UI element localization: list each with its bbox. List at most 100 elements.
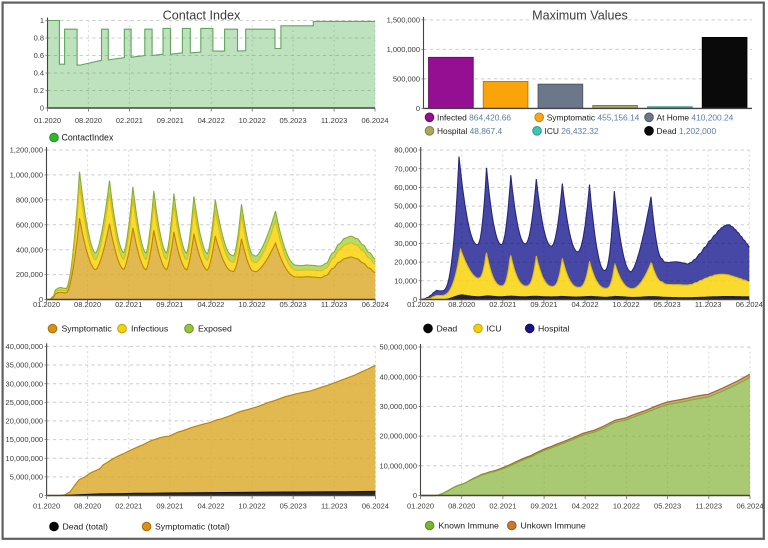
svg-text:0.6: 0.6 (34, 51, 44, 60)
svg-text:08.2020: 08.2020 (74, 502, 101, 511)
svg-text:Contact Index: Contact Index (163, 9, 241, 23)
svg-text:15,000,000: 15,000,000 (6, 435, 44, 444)
svg-text:01.2020: 01.2020 (407, 300, 434, 309)
svg-text:04.2022: 04.2022 (571, 300, 598, 309)
svg-text:05.2023: 05.2023 (654, 502, 681, 511)
svg-text:01.2020: 01.2020 (34, 116, 61, 125)
svg-text:0: 0 (40, 104, 44, 113)
svg-text:20,000: 20,000 (394, 258, 417, 267)
svg-text:0.4: 0.4 (34, 69, 44, 78)
svg-text:0.8: 0.8 (34, 34, 44, 43)
svg-text:06.2024: 06.2024 (736, 502, 763, 511)
svg-text:400,000: 400,000 (16, 245, 43, 254)
svg-text:20,000,000: 20,000,000 (379, 432, 417, 441)
svg-text:09.2021: 09.2021 (530, 300, 557, 309)
svg-text:10.2022: 10.2022 (239, 502, 266, 511)
svg-text:0: 0 (39, 295, 43, 304)
svg-text:09.2021: 09.2021 (156, 502, 183, 511)
svg-text:0.2: 0.2 (34, 86, 44, 95)
svg-text:02.2021: 02.2021 (489, 300, 516, 309)
svg-text:5,000,000: 5,000,000 (10, 473, 43, 482)
svg-text:08.2020: 08.2020 (448, 300, 475, 309)
svg-text:Unkown Immune: Unkown Immune (521, 521, 586, 531)
svg-text:1,200,000: 1,200,000 (10, 146, 43, 155)
svg-text:02.2021: 02.2021 (115, 300, 142, 309)
svg-text:1: 1 (40, 16, 44, 25)
svg-text:35,000,000: 35,000,000 (6, 361, 44, 370)
svg-text:02.2021: 02.2021 (489, 502, 516, 511)
svg-text:Symptomatic: Symptomatic (62, 324, 113, 334)
svg-text:40,000,000: 40,000,000 (379, 372, 417, 381)
svg-text:ICU 26,432.32: ICU 26,432.32 (545, 126, 599, 136)
svg-text:10.2022: 10.2022 (238, 300, 265, 309)
svg-text:04.2022: 04.2022 (197, 502, 224, 511)
svg-text:05.2023: 05.2023 (280, 300, 307, 309)
svg-text:Symptomatic (total): Symptomatic (total) (155, 522, 230, 532)
svg-text:At Home 410,200.24: At Home 410,200.24 (657, 112, 734, 122)
svg-text:60,000: 60,000 (394, 183, 417, 192)
svg-text:11.2023: 11.2023 (321, 502, 348, 511)
svg-text:Dead: Dead (437, 324, 458, 334)
svg-text:08.2020: 08.2020 (448, 502, 475, 511)
svg-text:10.2022: 10.2022 (613, 300, 640, 309)
svg-text:09.2021: 09.2021 (156, 300, 183, 309)
svg-text:06.2024: 06.2024 (362, 502, 389, 511)
svg-text:ContactIndex: ContactIndex (62, 133, 114, 143)
svg-text:01.2020: 01.2020 (33, 300, 60, 309)
svg-text:Maximum Values: Maximum Values (532, 9, 628, 23)
svg-text:0: 0 (413, 295, 417, 304)
svg-text:70,000: 70,000 (394, 164, 417, 173)
svg-text:Infected 864,420.66: Infected 864,420.66 (437, 112, 511, 122)
svg-text:Symptomatic 455,156.14: Symptomatic 455,156.14 (547, 112, 640, 122)
svg-text:1,500,000: 1,500,000 (387, 16, 420, 25)
svg-text:01.2020: 01.2020 (33, 502, 60, 511)
svg-text:1,000,000: 1,000,000 (10, 171, 43, 180)
svg-text:05.2023: 05.2023 (280, 502, 307, 511)
svg-text:Hospital: Hospital (538, 324, 569, 334)
svg-text:0: 0 (413, 491, 417, 500)
svg-text:40,000: 40,000 (394, 220, 417, 229)
svg-text:Exposed: Exposed (198, 324, 232, 334)
svg-text:Infectious: Infectious (131, 324, 169, 334)
svg-text:30,000,000: 30,000,000 (6, 379, 44, 388)
svg-text:10,000,000: 10,000,000 (379, 461, 417, 470)
svg-text:08.2020: 08.2020 (74, 300, 101, 309)
svg-text:10,000,000: 10,000,000 (6, 454, 44, 463)
svg-text:1,000,000: 1,000,000 (387, 45, 420, 54)
svg-text:Dead 1,202,000: Dead 1,202,000 (657, 126, 717, 136)
svg-text:30,000: 30,000 (394, 239, 417, 248)
svg-text:06.2024: 06.2024 (361, 116, 388, 125)
svg-text:11.2023: 11.2023 (695, 300, 722, 309)
svg-text:50,000,000: 50,000,000 (379, 343, 417, 352)
svg-text:ICU: ICU (487, 324, 502, 334)
svg-text:04.2022: 04.2022 (198, 116, 225, 125)
svg-text:200,000: 200,000 (16, 270, 43, 279)
svg-text:11.2023: 11.2023 (696, 502, 723, 511)
svg-text:09.2021: 09.2021 (531, 502, 558, 511)
svg-text:10,000: 10,000 (394, 276, 417, 285)
svg-text:02.2021: 02.2021 (115, 502, 142, 511)
svg-text:Known Immune: Known Immune (439, 521, 500, 531)
svg-text:Dead (total): Dead (total) (63, 522, 108, 532)
svg-text:02.2021: 02.2021 (116, 116, 143, 125)
svg-text:800,000: 800,000 (16, 195, 43, 204)
svg-text:Hospital 48,867.4: Hospital 48,867.4 (437, 126, 503, 136)
svg-text:01.2020: 01.2020 (407, 502, 434, 511)
svg-text:11.2023: 11.2023 (321, 300, 348, 309)
svg-text:10.2022: 10.2022 (613, 502, 640, 511)
svg-text:11.2023: 11.2023 (321, 116, 348, 125)
svg-text:04.2022: 04.2022 (197, 300, 224, 309)
svg-text:08.2020: 08.2020 (75, 116, 102, 125)
svg-text:80,000: 80,000 (394, 146, 417, 155)
svg-text:05.2023: 05.2023 (654, 300, 681, 309)
svg-text:40,000,000: 40,000,000 (6, 342, 44, 351)
svg-text:06.2024: 06.2024 (362, 300, 389, 309)
svg-text:500,000: 500,000 (393, 75, 420, 84)
svg-text:50,000: 50,000 (394, 202, 417, 211)
svg-text:06.2024: 06.2024 (736, 300, 763, 309)
svg-text:04.2022: 04.2022 (572, 502, 599, 511)
svg-text:0: 0 (416, 104, 420, 113)
svg-text:25,000,000: 25,000,000 (6, 398, 44, 407)
svg-text:09.2021: 09.2021 (157, 116, 184, 125)
svg-text:10.2022: 10.2022 (239, 116, 266, 125)
